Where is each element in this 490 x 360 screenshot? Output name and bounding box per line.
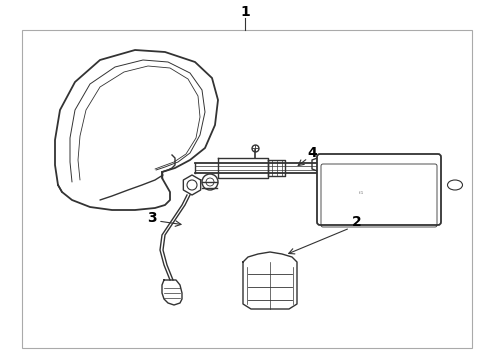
FancyBboxPatch shape — [317, 154, 441, 225]
Text: 1: 1 — [240, 5, 250, 19]
Bar — [22, 30, 472, 348]
Text: 4: 4 — [307, 146, 317, 160]
Text: 3: 3 — [147, 211, 157, 225]
Text: f-1: f-1 — [359, 191, 364, 195]
Text: 2: 2 — [352, 215, 362, 229]
